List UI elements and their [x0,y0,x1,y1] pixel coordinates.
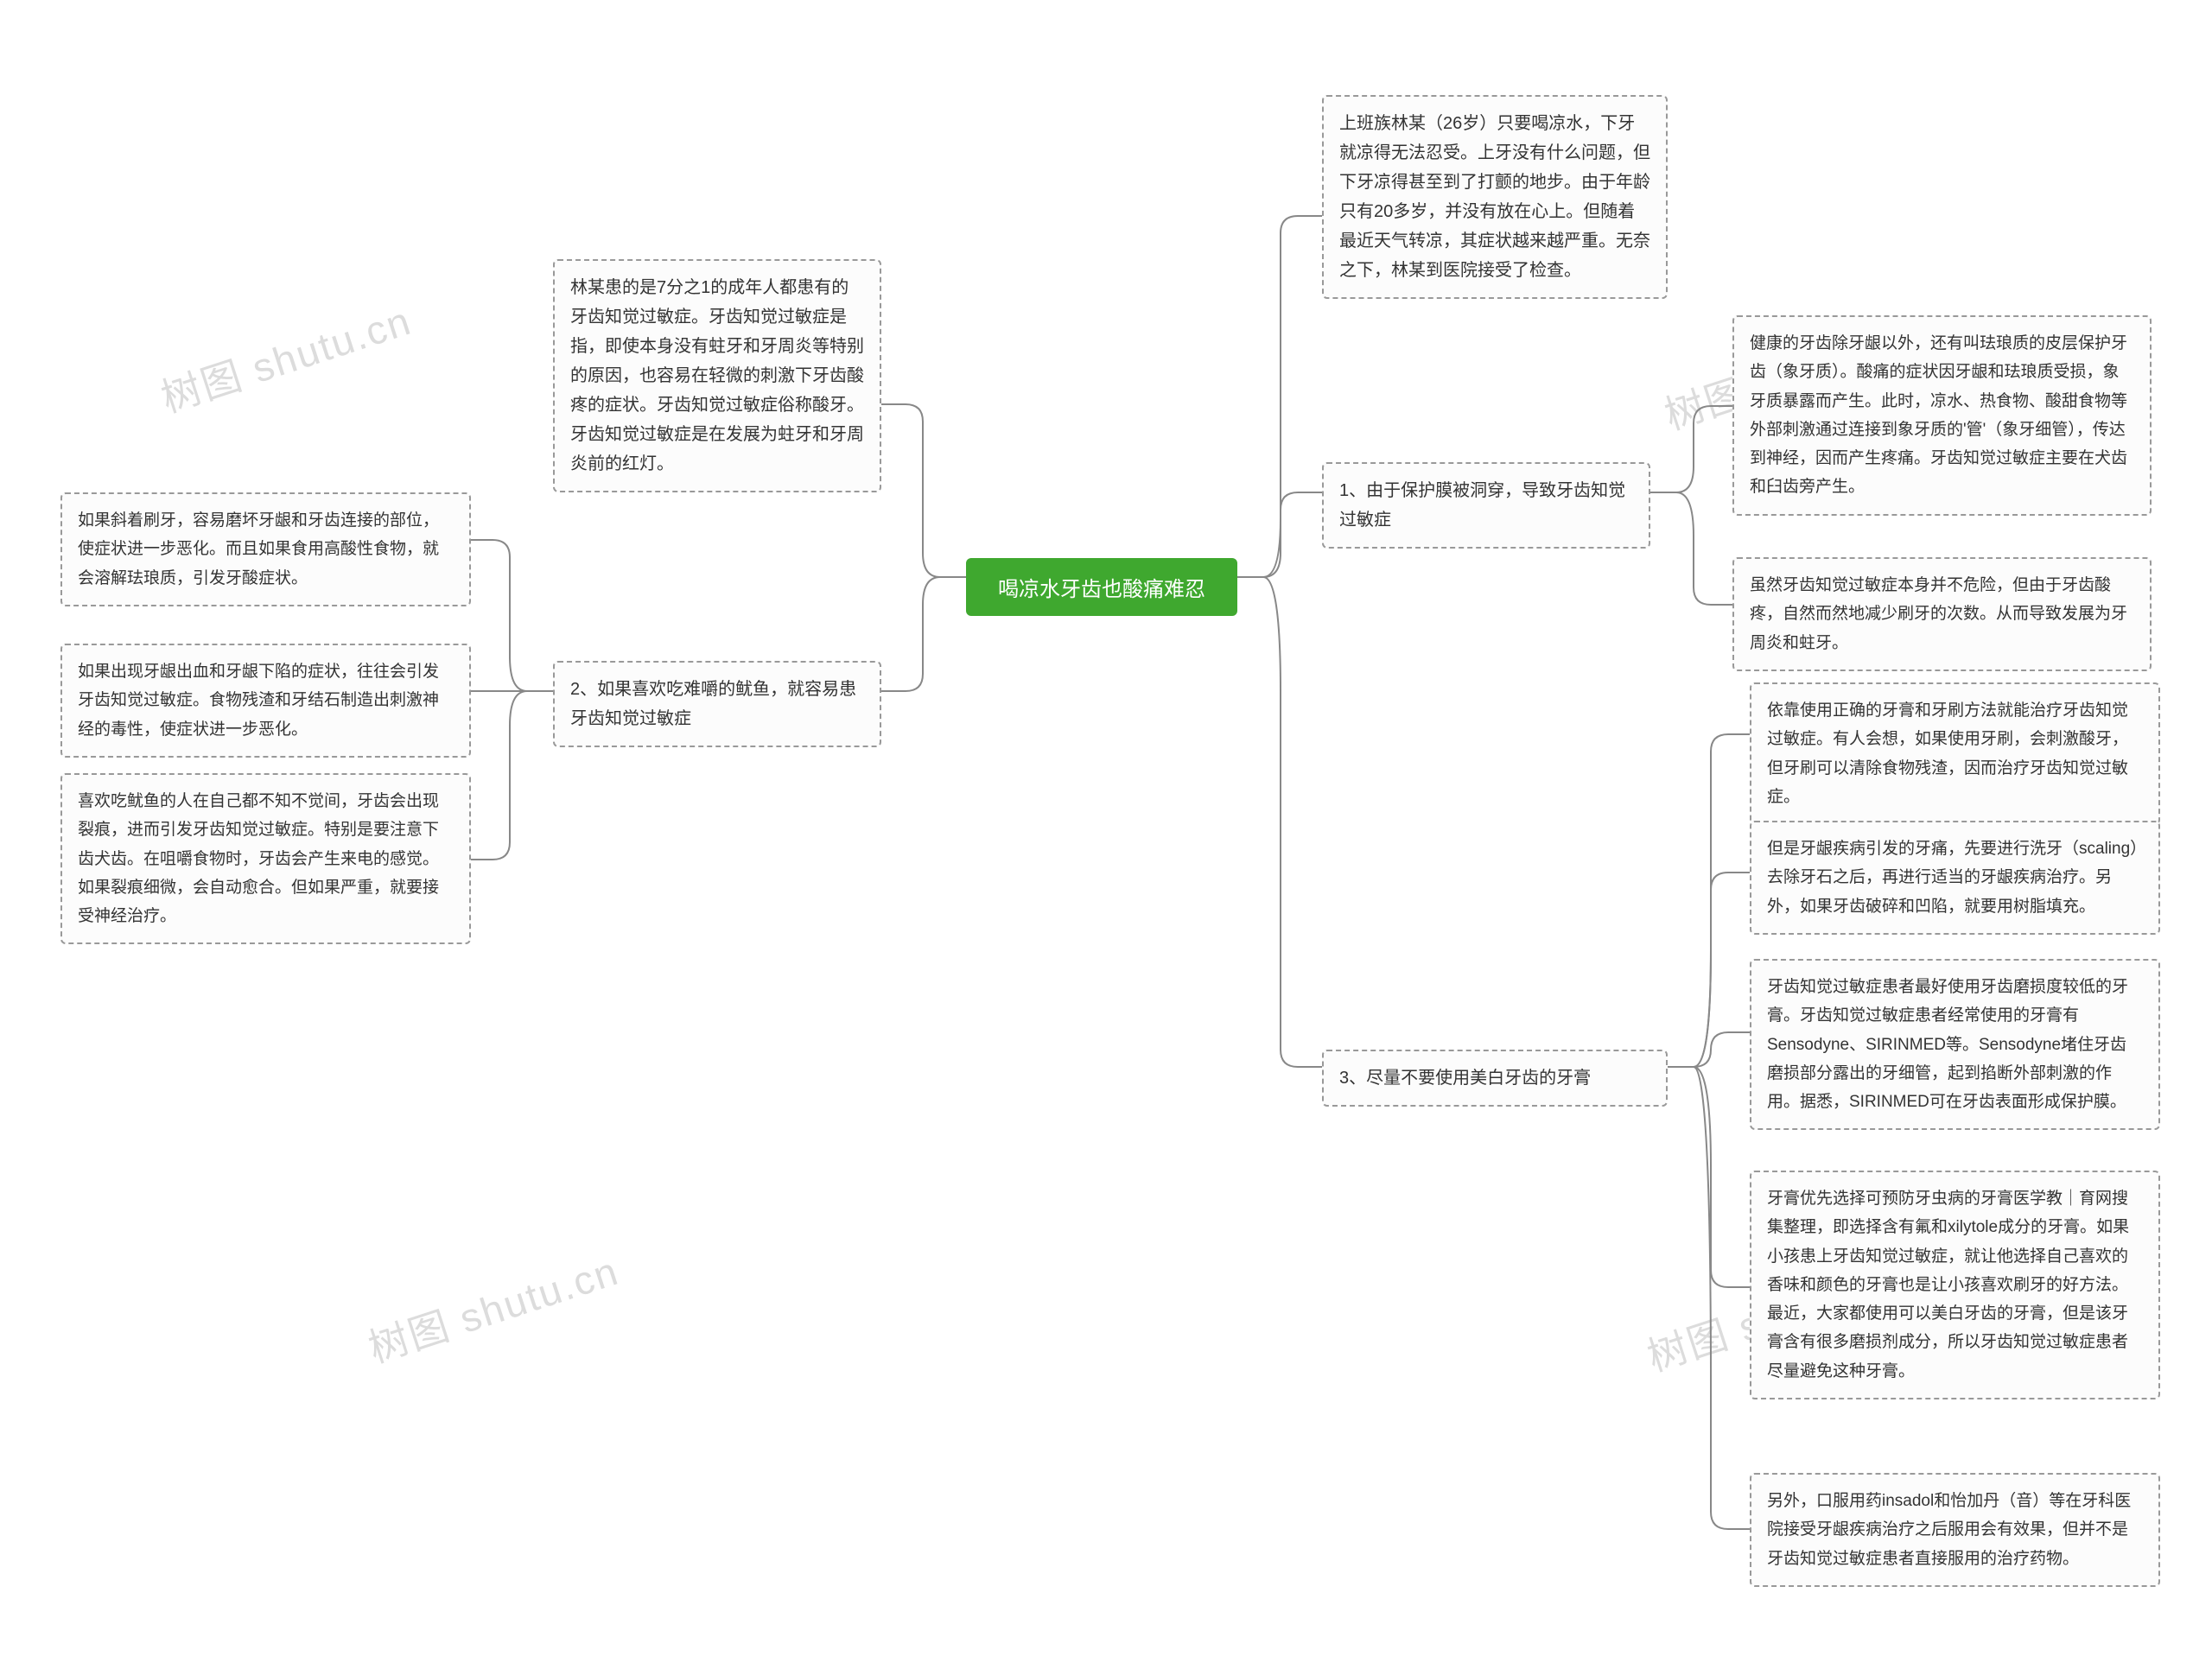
right-branch3-leaf-1: 但是牙龈疾病引发的牙痛，先要进行洗牙（scaling）去除牙石之后，再进行适当的… [1750,821,2160,935]
right-branch1-leaf-1: 虽然牙齿知觉过敏症本身并不危险，但由于牙齿酸疼，自然而然地减少刷牙的次数。从而导… [1732,557,2152,671]
right-branch1-leaf-0: 健康的牙齿除牙龈以外，还有叫珐琅质的皮层保护牙齿（象牙质）。酸痛的症状因牙龈和珐… [1732,315,2152,516]
right-case-node: 上班族林某（26岁）只要喝凉水，下牙就凉得无法忍受。上牙没有什么问题，但下牙凉得… [1322,95,1668,299]
left-branch2-leaf-0: 如果斜着刷牙，容易磨坏牙龈和牙齿连接的部位，使症状进一步恶化。而且如果食用高酸性… [60,492,471,606]
watermark: 树图 shutu.cn [153,289,417,424]
right-branch3-leaf-0: 依靠使用正确的牙膏和牙刷方法就能治疗牙齿知觉过敏症。有人会想，如果使用牙刷，会刺… [1750,682,2160,825]
left-branch2-title: 2、如果喜欢吃难嚼的鱿鱼，就容易患牙齿知觉过敏症 [553,661,881,747]
left-branch2-leaf-1: 如果出现牙龈出血和牙龈下陷的症状，往往会引发牙齿知觉过敏症。食物残渣和牙结石制造… [60,644,471,758]
right-branch3-leaf-2: 牙齿知觉过敏症患者最好使用牙齿磨损度较低的牙膏。牙齿知觉过敏症患者经常使用的牙膏… [1750,959,2160,1130]
right-branch1-title: 1、由于保护膜被洞穿，导致牙齿知觉过敏症 [1322,462,1650,549]
left-intro-node: 林某患的是7分之1的成年人都患有的牙齿知觉过敏症。牙齿知觉过敏症是指，即使本身没… [553,259,881,492]
watermark: 树图 shutu.cn [360,1240,625,1374]
center-node: 喝凉水牙齿也酸痛难忍 [966,558,1237,616]
right-branch3-title: 3、尽量不要使用美白牙齿的牙膏 [1322,1050,1668,1107]
right-branch3-leaf-4: 另外，口服用药insadol和怡加丹（音）等在牙科医院接受牙龈疾病治疗之后服用会… [1750,1473,2160,1587]
right-branch3-leaf-3: 牙膏优先选择可预防牙虫病的牙膏医学教｜育网搜集整理，即选择含有氟和xilytol… [1750,1171,2160,1399]
left-branch2-leaf-2: 喜欢吃鱿鱼的人在自己都不知不觉间，牙齿会出现裂痕，进而引发牙齿知觉过敏症。特别是… [60,773,471,944]
